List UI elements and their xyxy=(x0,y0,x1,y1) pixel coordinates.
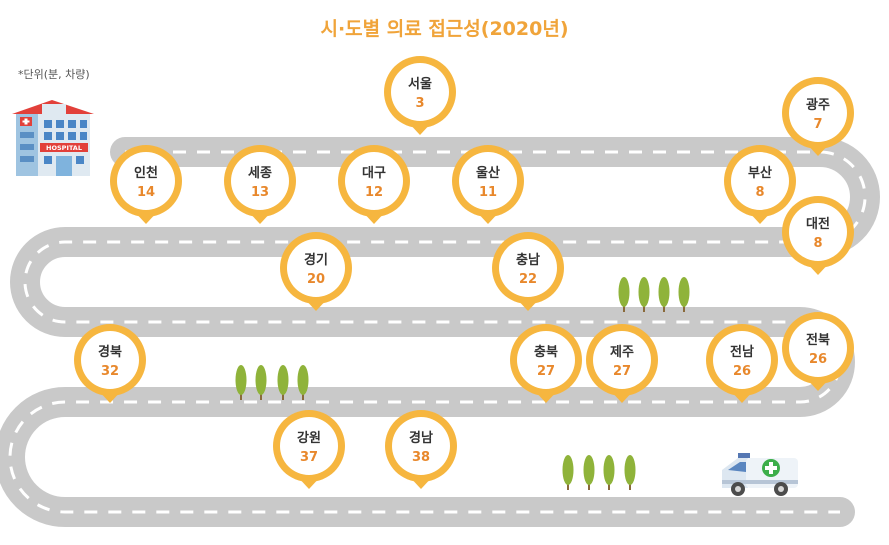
tree-icon xyxy=(235,365,247,400)
region-pin: 인천 14 xyxy=(110,145,182,224)
region-name: 강원 xyxy=(297,430,321,446)
pin-face xyxy=(280,417,338,475)
region-name: 부산 xyxy=(748,165,772,181)
region-minutes: 8 xyxy=(755,185,764,200)
pin-face xyxy=(81,331,139,389)
pin-face xyxy=(789,84,847,142)
region-name: 경남 xyxy=(409,430,433,446)
pin-face xyxy=(392,417,450,475)
region-minutes: 37 xyxy=(300,450,318,465)
tree-icon xyxy=(658,277,670,312)
tree-icon xyxy=(603,455,615,490)
tree-icon xyxy=(277,365,289,400)
region-minutes: 13 xyxy=(251,185,269,200)
chart-title: 시·도별 의료 접근성(2020년) xyxy=(320,18,569,40)
region-pin: 대구 12 xyxy=(338,145,410,224)
region-minutes: 27 xyxy=(537,364,555,379)
pin-face xyxy=(287,239,345,297)
pin-face xyxy=(459,152,517,210)
region-minutes: 38 xyxy=(412,450,430,465)
region-pin: 경남 38 xyxy=(385,410,457,489)
pin-face xyxy=(789,203,847,261)
pin-face xyxy=(345,152,403,210)
tree-icon xyxy=(562,455,574,490)
region-name: 경북 xyxy=(98,344,122,360)
pin-face xyxy=(231,152,289,210)
region-pin: 강원 37 xyxy=(273,410,345,489)
tree-icon xyxy=(255,365,267,400)
region-pin: 경기 20 xyxy=(280,232,352,311)
ambulance-icon xyxy=(722,453,798,496)
pin-face xyxy=(517,331,575,389)
region-minutes: 27 xyxy=(613,364,631,379)
region-pin: 광주 7 xyxy=(782,77,854,156)
region-name: 울산 xyxy=(476,165,500,181)
region-pin: 세종 13 xyxy=(224,145,296,224)
unit-note: *단위(분, 차량) xyxy=(18,68,90,81)
region-pin: 전남 26 xyxy=(706,324,778,403)
region-name: 인천 xyxy=(134,165,158,181)
region-name: 대구 xyxy=(362,166,386,181)
region-pin: 부산 8 xyxy=(724,145,796,224)
region-pin: 제주 27 xyxy=(586,324,658,403)
region-minutes: 7 xyxy=(813,117,822,132)
tree-clusters xyxy=(235,277,690,490)
region-minutes: 14 xyxy=(137,185,155,200)
tree-icon xyxy=(618,277,630,312)
region-minutes: 20 xyxy=(307,272,325,287)
pin-face xyxy=(391,63,449,121)
region-pin: 울산 11 xyxy=(452,145,524,224)
tree-icon xyxy=(624,455,636,490)
region-pin: 충남 22 xyxy=(492,232,564,311)
region-name: 충남 xyxy=(516,252,540,268)
region-minutes: 11 xyxy=(479,185,497,200)
region-minutes: 12 xyxy=(365,185,383,200)
region-name: 광주 xyxy=(806,98,830,113)
region-minutes: 32 xyxy=(101,364,119,379)
region-name: 대전 xyxy=(806,216,830,232)
region-minutes: 26 xyxy=(809,352,827,367)
region-pin: 충북 27 xyxy=(510,324,582,403)
region-name: 전북 xyxy=(806,332,830,348)
region-minutes: 22 xyxy=(519,272,537,287)
region-name: 서울 xyxy=(408,76,432,92)
tree-icon xyxy=(583,455,595,490)
region-pin: 대전 8 xyxy=(782,196,854,275)
pin-face xyxy=(731,152,789,210)
region-minutes: 8 xyxy=(813,236,822,251)
region-name: 경기 xyxy=(304,252,328,268)
region-minutes: 26 xyxy=(733,364,751,379)
pin-face xyxy=(593,331,651,389)
pin-face xyxy=(499,239,557,297)
hospital-sign: HOSPITAL xyxy=(46,144,82,152)
region-pin: 서울 3 xyxy=(384,56,456,135)
tree-icon xyxy=(678,277,690,312)
hospital-icon: HOSPITAL xyxy=(12,100,94,176)
region-name: 제주 xyxy=(610,345,634,360)
region-pin: 전북 26 xyxy=(782,312,854,391)
region-minutes: 3 xyxy=(415,96,424,111)
region-name: 전남 xyxy=(730,344,754,360)
tree-icon xyxy=(297,365,309,400)
pin-face xyxy=(713,331,771,389)
region-pin: 경북 32 xyxy=(74,324,146,403)
pin-face xyxy=(117,152,175,210)
region-name: 충북 xyxy=(534,344,558,360)
pin-face xyxy=(789,319,847,377)
tree-icon xyxy=(638,277,650,312)
region-name: 세종 xyxy=(248,166,272,181)
region-pins: 서울 3 광주 7 인천 14 세종 13 대구 12 울산 11 부산 8 대전 8 경기 20 충남 22 경북 32… xyxy=(74,56,854,489)
